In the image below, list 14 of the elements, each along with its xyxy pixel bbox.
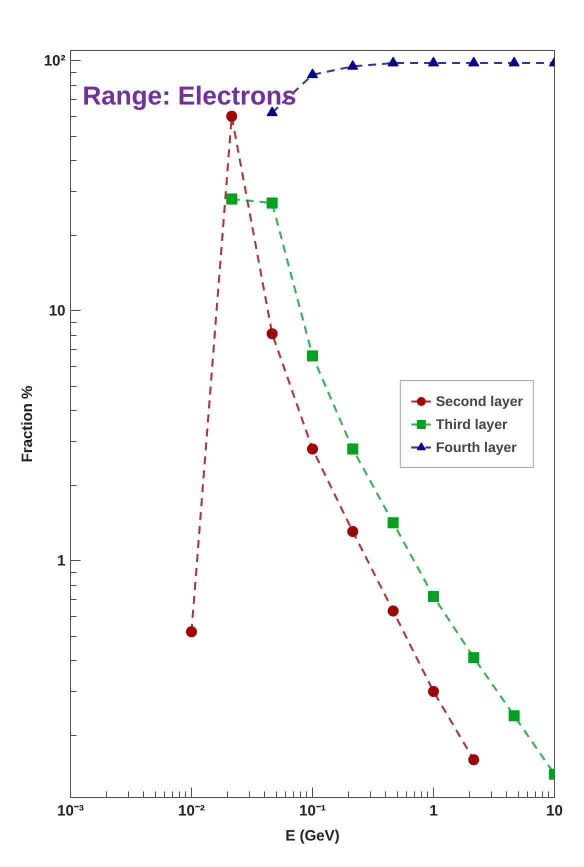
x-tick-label: 10⁻³: [57, 802, 84, 820]
legend-label: Second layer: [436, 392, 523, 408]
y-tick-label: 1: [57, 552, 66, 570]
legend-label: Third layer: [436, 416, 508, 432]
x-tick-label: 10⁻²: [178, 802, 205, 820]
x-tick-label: 10: [546, 802, 563, 820]
y-tick-label: 10²: [44, 52, 66, 70]
y-axis-title: Fraction %: [18, 386, 36, 462]
legend-label: Fourth layer: [436, 438, 517, 454]
x-tick-label: 1: [429, 802, 438, 820]
x-tick-label: 10⁻¹: [299, 802, 326, 820]
annotation: Range: Electrons: [82, 80, 296, 110]
y-tick-label: 10: [48, 302, 66, 320]
x-axis-title: E (GeV): [285, 828, 340, 844]
